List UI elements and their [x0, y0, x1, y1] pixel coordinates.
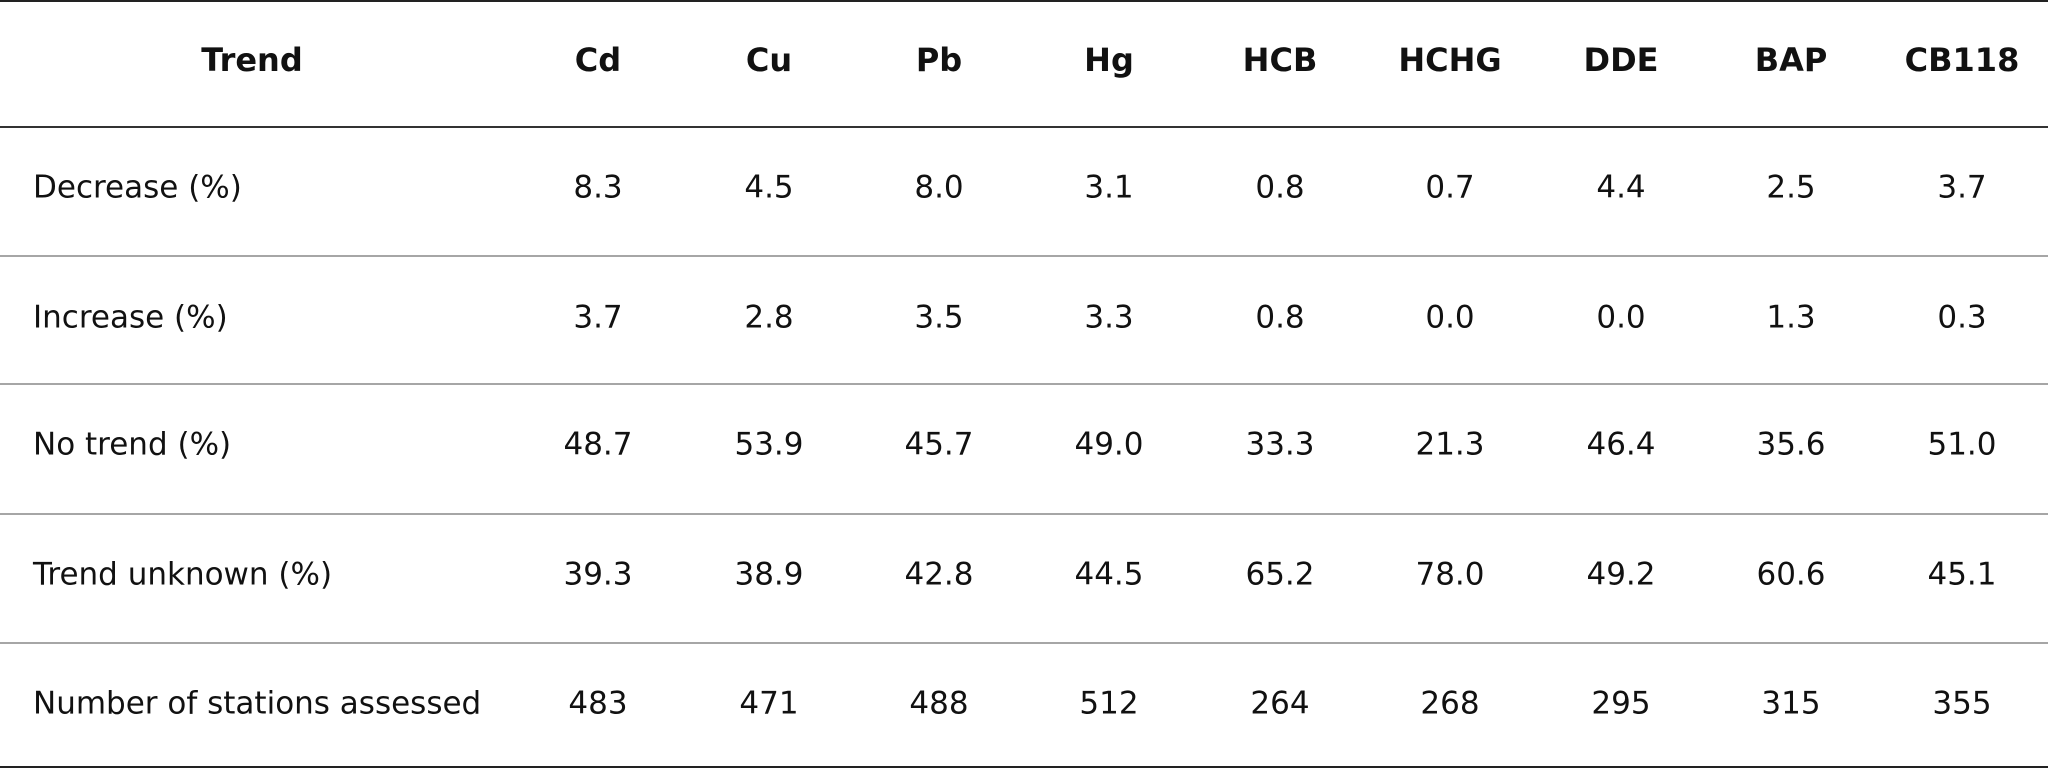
cell: 295 [1591, 686, 1650, 722]
cell: 60.6 [1756, 557, 1825, 593]
row-label: Decrease (%) [33, 170, 242, 206]
cell: 45.7 [904, 427, 973, 463]
row-label: Number of stations assessed [33, 686, 481, 722]
cell: 488 [909, 686, 968, 722]
cell: 0.3 [1937, 300, 1986, 336]
cell: 0.0 [1596, 300, 1645, 336]
cell: 45.1 [1927, 557, 1996, 593]
row-label: No trend (%) [33, 427, 231, 463]
cell: 42.8 [904, 557, 973, 593]
cell: 268 [1420, 686, 1479, 722]
cell: 46.4 [1586, 427, 1655, 463]
cell: 512 [1079, 686, 1138, 722]
column-header: Cu [746, 41, 792, 79]
cell: 2.5 [1766, 170, 1815, 206]
cell: 315 [1761, 686, 1820, 722]
cell: 78.0 [1415, 557, 1484, 593]
cell: 48.7 [563, 427, 632, 463]
column-header: HCHG [1398, 41, 1501, 79]
cell: 35.6 [1756, 427, 1825, 463]
cell: 3.7 [1937, 170, 1986, 206]
column-header: Hg [1084, 41, 1134, 79]
cell: 0.0 [1425, 300, 1474, 336]
cell: 3.3 [1084, 300, 1133, 336]
cell: 264 [1250, 686, 1309, 722]
column-header: HCB [1243, 41, 1318, 79]
cell: 1.3 [1766, 300, 1815, 336]
column-header: BAP [1755, 41, 1828, 79]
row-label: Increase (%) [33, 300, 228, 336]
cell: 0.7 [1425, 170, 1474, 206]
cell: 33.3 [1245, 427, 1314, 463]
cell: 2.8 [744, 300, 793, 336]
cell: 44.5 [1074, 557, 1143, 593]
cell: 51.0 [1927, 427, 1996, 463]
cell: 53.9 [734, 427, 803, 463]
row-label: Trend unknown (%) [32, 557, 332, 593]
cell: 4.4 [1596, 170, 1645, 206]
column-header: CB118 [1905, 41, 2020, 79]
cell: 3.5 [914, 300, 963, 336]
cell: 38.9 [734, 557, 803, 593]
cell: 471 [739, 686, 798, 722]
cell: 8.0 [914, 170, 963, 206]
cell: 3.1 [1084, 170, 1133, 206]
cell: 49.0 [1074, 427, 1143, 463]
cell: 355 [1932, 686, 1991, 722]
cell: 8.3 [573, 170, 622, 206]
cell: 21.3 [1415, 427, 1484, 463]
cell: 65.2 [1245, 557, 1314, 593]
column-header: DDE [1584, 41, 1659, 79]
column-header: Trend [201, 41, 302, 79]
cell: 483 [568, 686, 627, 722]
column-header: Cd [575, 41, 621, 79]
cell: 0.8 [1255, 170, 1304, 206]
cell: 39.3 [563, 557, 632, 593]
cell: 0.8 [1255, 300, 1304, 336]
cell: 4.5 [744, 170, 793, 206]
column-header: Pb [916, 41, 962, 79]
cell: 49.2 [1586, 557, 1655, 593]
cell: 3.7 [573, 300, 622, 336]
